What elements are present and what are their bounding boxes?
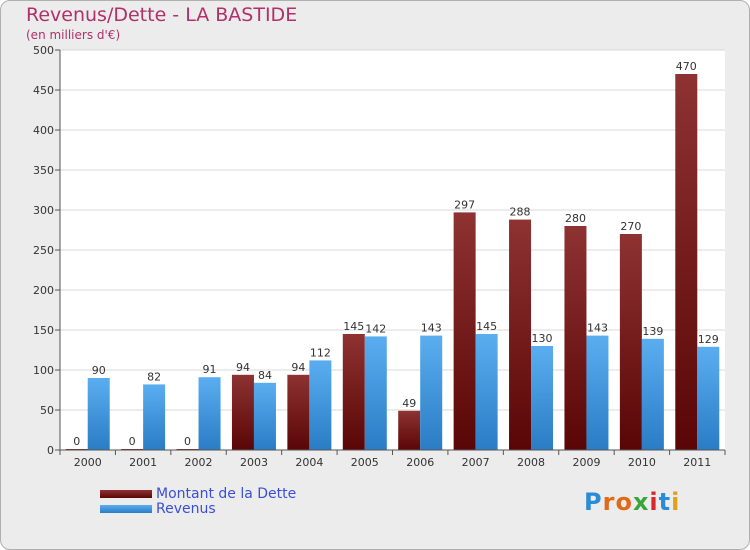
y-tick-label: 450 [33,84,54,97]
x-tick-label: 2007 [462,456,490,469]
bar-dette [619,234,642,450]
axes: 0 50 100 150 200 250 300 350 400 450 500 2000 2001 20… [33,44,726,469]
data-label: 270 [620,220,641,233]
y-tick-label: 250 [33,244,54,257]
bar-dette [564,226,587,450]
x-tick-label: 2001 [129,456,157,469]
data-label: 139 [642,325,663,338]
bar-dette [231,374,254,450]
bar-revenus [364,336,387,450]
logo-letter: i [649,488,659,516]
x-tick-label: 2005 [351,456,379,469]
bars [65,74,720,450]
x-tick-label: 2011 [683,456,711,469]
legend-swatch-revenus [100,505,152,513]
y-tick-label: 50 [40,404,54,417]
data-label: 90 [92,364,106,377]
x-tick-label: 2006 [406,456,434,469]
chart-title: Revenus/Dette - LA BASTIDE [26,4,298,26]
logo-letter: x [632,488,650,516]
logo-letter: r [602,488,616,516]
data-label: 470 [676,60,697,73]
data-label: 145 [476,320,497,333]
data-label: 112 [310,346,331,359]
legend-label-revenus: Revenus [156,501,216,517]
data-label: 0 [129,435,136,448]
bar-dette [398,410,421,450]
data-label: 288 [510,206,531,219]
bar-dette [509,219,532,450]
legend-item-revenus: Revenus [100,501,216,517]
bar-dette [287,374,310,450]
data-label: 91 [203,363,217,376]
legend-item-debt: Montant de la Dette [100,486,296,502]
data-label: 129 [698,333,719,346]
y-tick-label: 400 [33,124,54,137]
x-tick-label: 2000 [74,456,102,469]
chart-subtitle: (en milliers d'€) [26,28,121,42]
x-tick-label: 2004 [295,456,323,469]
y-tick-label: 200 [33,284,54,297]
x-tick-label: 2009 [572,456,600,469]
x-tick-label: 2008 [517,456,545,469]
bar-revenus [143,384,166,450]
y-tick-label: 350 [33,164,54,177]
data-label: 143 [587,322,608,335]
logo-letter: o [615,488,633,516]
bar-revenus [309,360,332,450]
data-label: 130 [532,332,553,345]
bar-revenus [253,382,276,450]
y-tick-label: 0 [47,444,54,457]
bar-revenus [531,346,554,450]
bar-revenus [475,334,498,450]
bar-revenus [198,377,221,450]
data-label: 49 [402,397,416,410]
legend-swatch-debt [100,490,152,498]
y-tick-label: 500 [33,44,54,57]
bar-dette [453,212,476,450]
bar-revenus [641,338,664,450]
x-tick-label: 2003 [240,456,268,469]
y-tick-label: 150 [33,324,54,337]
data-label: 145 [343,320,364,333]
data-label: 0 [73,435,80,448]
proxiti-logo: Proxiti [584,488,680,516]
logo-letter: P [584,488,603,516]
data-label: 82 [147,370,161,383]
y-tick-label: 300 [33,204,54,217]
bar-revenus [586,335,609,450]
data-label: 297 [454,198,475,211]
legend-label-debt: Montant de la Dette [156,486,297,502]
x-tick-label: 2002 [185,456,213,469]
data-label: 142 [365,322,386,335]
data-label: 280 [565,212,586,225]
bar-dette [675,74,698,450]
data-label: 94 [291,361,305,374]
logo-letter: t [658,488,672,516]
data-label: 84 [258,369,272,382]
bar-dette [342,334,365,450]
bar-revenus [697,346,720,450]
logo-letter: i [671,488,681,516]
data-label: 0 [184,435,191,448]
y-tick-label: 100 [33,364,54,377]
data-label: 143 [421,322,442,335]
data-label: 94 [236,361,250,374]
bar-revenus [87,378,110,450]
bar-revenus [420,335,443,450]
x-tick-label: 2010 [628,456,656,469]
